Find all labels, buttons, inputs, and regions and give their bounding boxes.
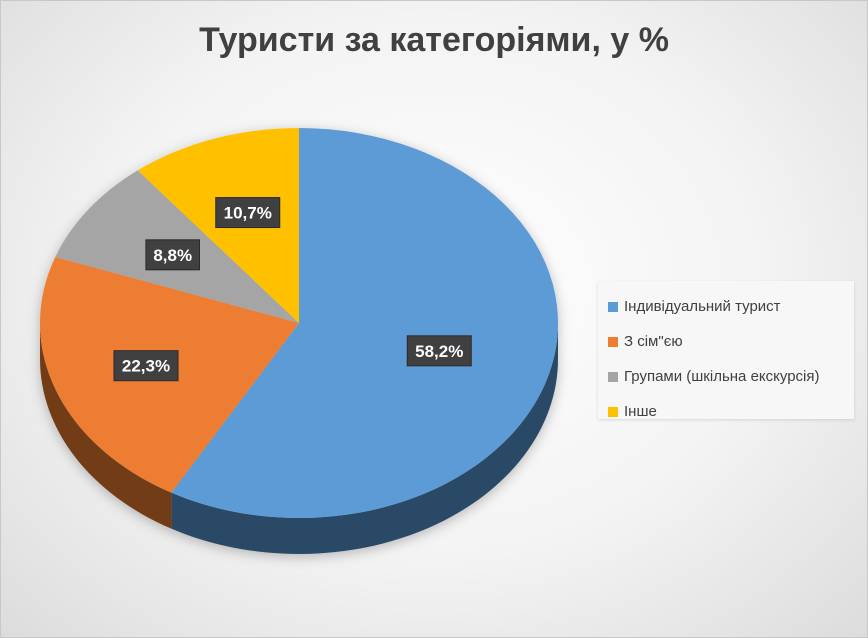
- data-label-text: 10,7%: [224, 204, 272, 223]
- legend: Індивідуальний турист З сім"єю Групами (шк…: [598, 281, 854, 420]
- legend-label: Інше: [624, 403, 657, 420]
- data-label-0: 58,2%: [406, 335, 472, 367]
- legend-item: Групами (шкільна екскурсія): [608, 359, 854, 394]
- legend-item: Інше: [608, 394, 854, 429]
- data-label-box: [113, 350, 179, 382]
- legend-swatch: [608, 301, 618, 312]
- data-label-box: [406, 335, 472, 367]
- data-label-text: 22,3%: [122, 357, 170, 376]
- data-label-text: 8,8%: [153, 246, 192, 265]
- data-label-2: 8,8%: [145, 239, 201, 271]
- legend-item: З сім"єю: [608, 324, 854, 359]
- legend-label: З сім"єю: [624, 333, 683, 350]
- chart-title: Туристи за категоріями, у %: [199, 21, 669, 59]
- data-label-box: [215, 197, 281, 229]
- legend-swatch: [608, 336, 618, 347]
- pie-side-0: [171, 323, 559, 555]
- data-label-3: 10,7%: [215, 197, 281, 229]
- data-label-1: 22,3%: [113, 350, 179, 382]
- legend-swatch: [608, 371, 618, 382]
- data-label-text: 58,2%: [415, 342, 463, 361]
- legend-label: Групами (шкільна екскурсія): [624, 368, 820, 385]
- legend-swatch: [608, 406, 618, 417]
- pie-side-1: [40, 323, 172, 529]
- legend-item: Індивідуальний турист: [608, 289, 854, 324]
- pie-slice-0: [171, 128, 559, 518]
- legend-label: Індивідуальний турист: [624, 298, 781, 315]
- data-label-box: [145, 239, 201, 271]
- legend-list: Індивідуальний турист З сім"єю Групами (шк…: [598, 281, 854, 429]
